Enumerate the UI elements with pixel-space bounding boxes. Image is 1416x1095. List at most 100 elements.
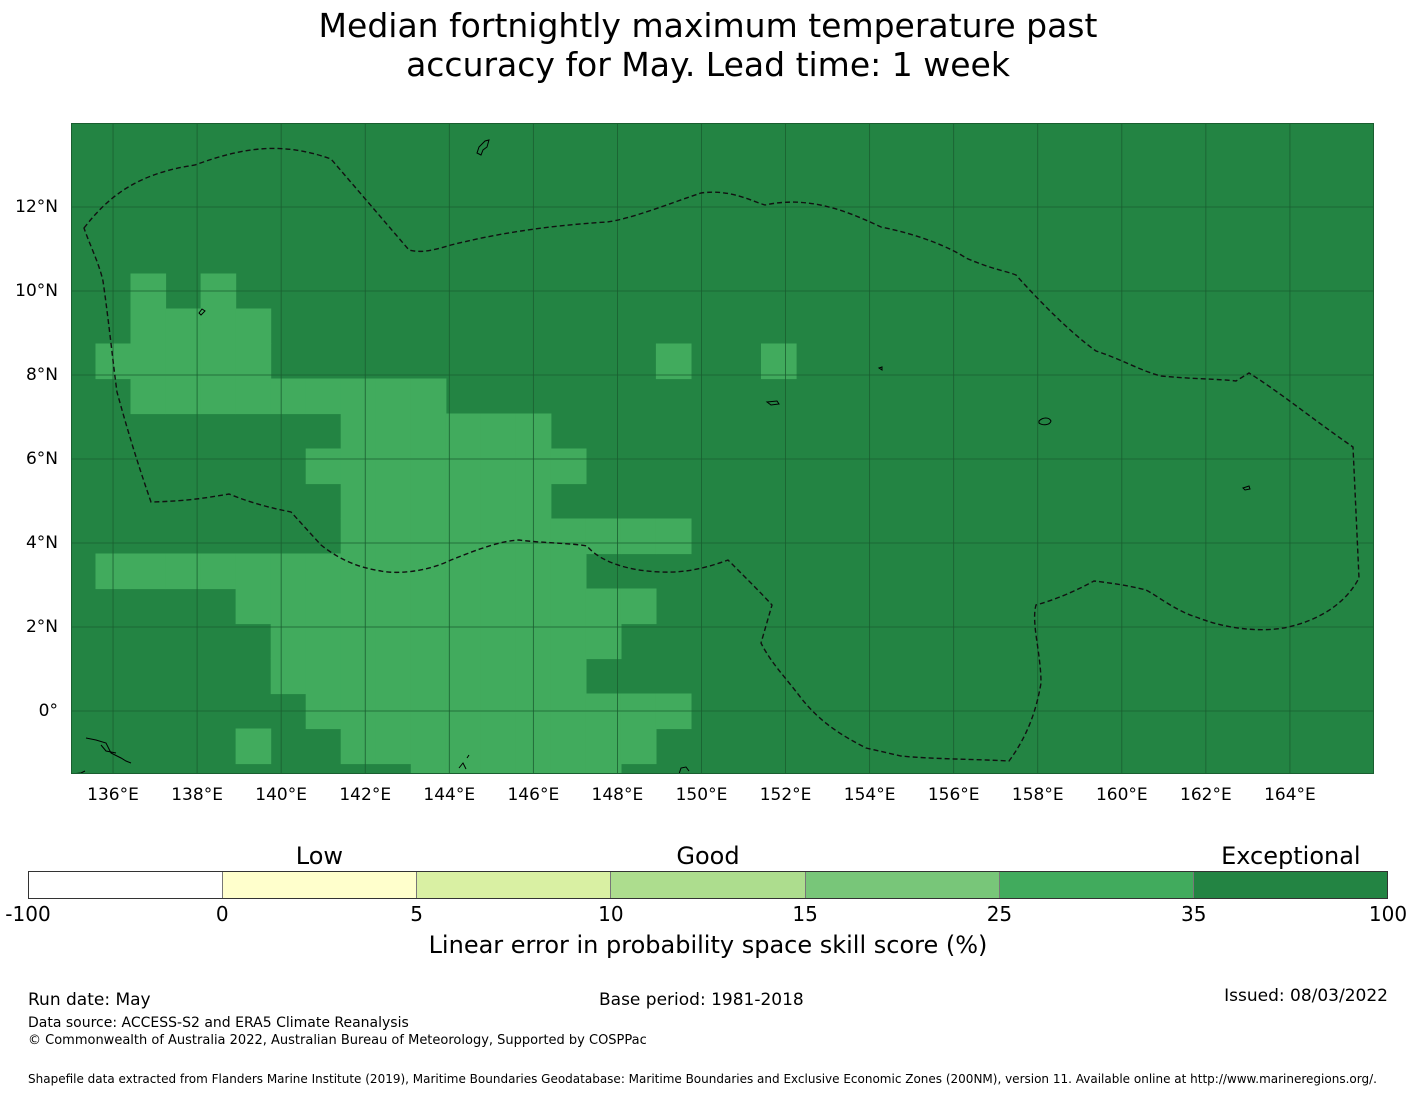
legend-category-label: Good <box>676 842 740 870</box>
skill-cell <box>340 658 377 695</box>
x-tick-label: 156°E <box>927 785 980 805</box>
skill-cell <box>340 448 377 485</box>
colorbar <box>28 871 1388 899</box>
x-tick-label: 150°E <box>675 785 728 805</box>
skill-cell <box>375 448 412 485</box>
skill-cell <box>340 483 377 520</box>
legend-categories: Low Good Exceptional <box>0 842 1416 872</box>
skill-cell <box>761 343 797 380</box>
skill-cell <box>445 413 482 450</box>
skill-cell <box>270 588 307 625</box>
skill-cell <box>340 553 377 590</box>
skill-cell <box>200 308 237 345</box>
skill-cell <box>480 658 517 695</box>
skill-cell <box>480 448 517 485</box>
colorbar-tick-label: 35 <box>1180 902 1207 926</box>
island-outline <box>1038 417 1052 426</box>
map-plot-area <box>71 123 1374 774</box>
skill-cell <box>480 588 517 625</box>
skill-cell <box>200 378 237 415</box>
skill-cell <box>270 378 307 415</box>
x-tick-label: 164°E <box>1264 785 1316 805</box>
skill-cell <box>550 518 587 555</box>
skill-cell <box>410 763 447 774</box>
skill-cell <box>655 343 692 380</box>
skill-cell <box>375 588 412 625</box>
skill-cell <box>165 553 202 590</box>
skill-cell <box>340 518 377 555</box>
skill-cell <box>550 553 587 590</box>
skill-cell <box>550 623 587 660</box>
island-outline <box>458 754 470 770</box>
island-outline <box>678 766 690 774</box>
skill-cell <box>410 658 447 695</box>
eez-boundary <box>83 147 1360 762</box>
x-tick-label: 146°E <box>507 785 560 805</box>
colorbar-tick-label: 15 <box>792 902 818 926</box>
skill-cell <box>550 448 587 485</box>
map-canvas <box>71 123 1374 774</box>
skill-cell <box>445 553 482 590</box>
skill-cell <box>480 763 517 774</box>
skill-cell <box>550 658 587 695</box>
skill-cell <box>550 588 587 625</box>
island-outline <box>85 737 132 764</box>
x-tick-label: 148°E <box>591 785 644 805</box>
skill-cell <box>410 378 447 415</box>
coastlines <box>71 139 1251 774</box>
data-source: Data source: ACCESS-S2 and ERA5 Climate … <box>28 1015 409 1031</box>
skill-cell <box>305 378 342 415</box>
skill-cell <box>305 553 342 590</box>
y-tick-label: 0° <box>38 701 58 721</box>
skill-cell <box>585 623 622 660</box>
skill-cell <box>480 413 517 450</box>
skill-cell <box>480 728 517 765</box>
x-tick-label: 138°E <box>171 785 223 805</box>
skill-cell <box>410 728 447 765</box>
x-tick-label: 160°E <box>1095 785 1148 805</box>
skill-cell <box>270 553 307 590</box>
island-outline <box>877 366 883 371</box>
island-outline <box>476 139 490 156</box>
x-tick-label: 154°E <box>843 785 896 805</box>
skill-cell <box>235 588 272 625</box>
title-line-2: accuracy for May. Lead time: 1 week <box>406 45 1010 84</box>
skill-cell <box>235 553 272 590</box>
issued-date: Issued: 08/03/2022 <box>1224 986 1388 1006</box>
skill-cell <box>480 553 517 590</box>
x-tick-label: 140°E <box>255 785 308 805</box>
colorbar-tick-label: 5 <box>410 902 423 926</box>
y-tick-label: 2°N <box>25 617 58 637</box>
copyright: © Commonwealth of Australia 2022, Austra… <box>28 1033 647 1048</box>
title-line-1: Median fortnightly maximum temperature p… <box>318 6 1098 45</box>
skill-cell <box>410 448 447 485</box>
skill-cell <box>305 658 342 695</box>
skill-cell <box>130 308 167 345</box>
skill-cell <box>200 553 237 590</box>
skill-cell <box>410 518 447 555</box>
colorbar-tick-label: 10 <box>598 902 624 926</box>
skill-cell <box>620 518 657 555</box>
skill-cell <box>340 413 377 450</box>
skill-cell <box>480 483 517 520</box>
colorbar-segment <box>223 872 418 898</box>
skill-cell <box>585 588 622 625</box>
skill-cell <box>445 658 482 695</box>
skill-cell <box>410 623 447 660</box>
run-date: Run date: May <box>28 990 151 1010</box>
skill-cell <box>620 588 657 625</box>
colorbar-segment <box>611 872 806 898</box>
colorbar-segment <box>29 872 224 898</box>
skill-cell <box>550 763 587 774</box>
skill-cell <box>235 343 272 380</box>
island-outline <box>198 308 206 316</box>
skill-cell <box>445 483 482 520</box>
shapefile-credit: Shapefile data extracted from Flanders M… <box>28 1072 1377 1086</box>
skill-cell <box>480 518 517 555</box>
skill-cell <box>235 728 272 765</box>
skill-cell <box>130 343 167 380</box>
x-tick-label: 158°E <box>1011 785 1064 805</box>
skill-cell <box>270 658 307 695</box>
y-tick-label: 8°N <box>25 365 58 385</box>
skill-cell <box>375 728 412 765</box>
